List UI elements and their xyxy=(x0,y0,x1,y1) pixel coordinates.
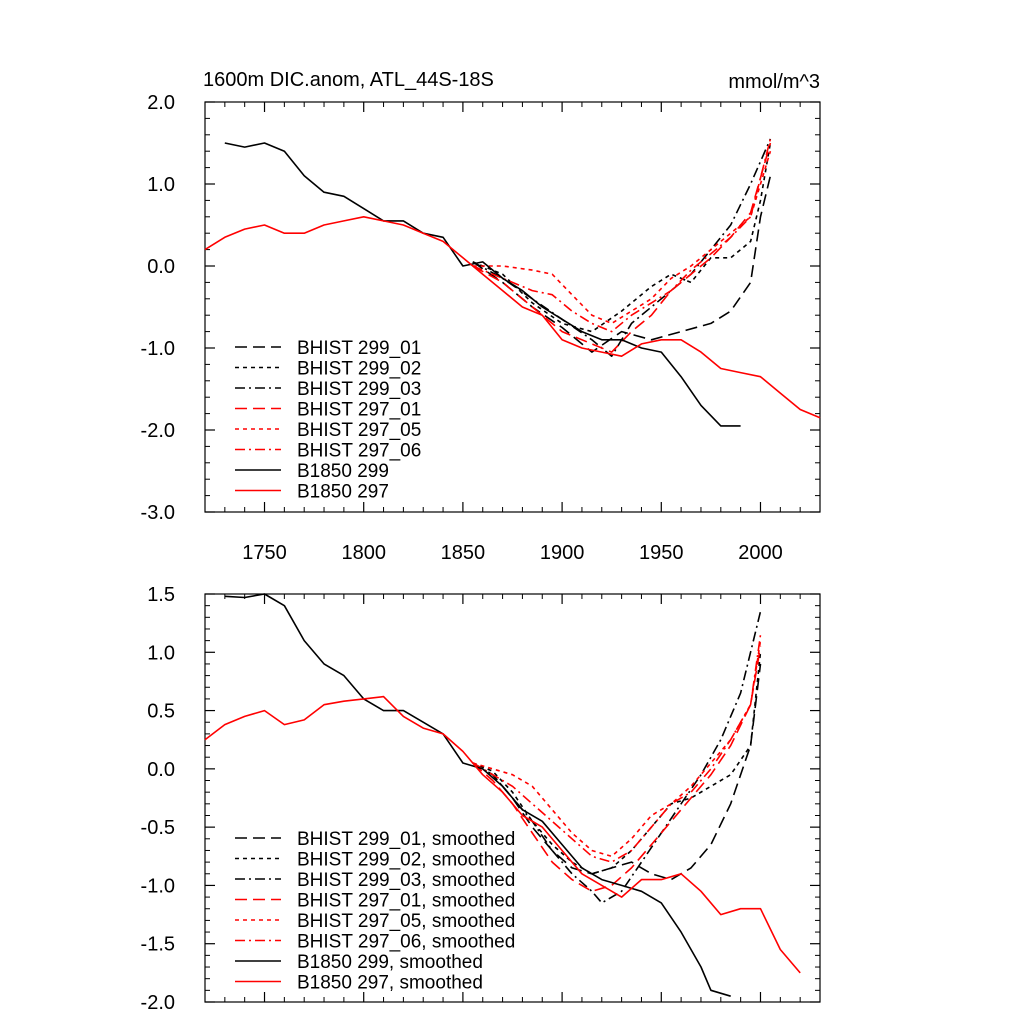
series-line xyxy=(204,695,801,974)
y-tick-label: 1.0 xyxy=(147,642,175,664)
legend-label: BHIST 299_01, smoothed xyxy=(297,829,515,850)
series-line xyxy=(472,663,762,881)
y-tick-label: -0.5 xyxy=(141,817,175,839)
y-tick-label: -1.0 xyxy=(141,338,175,360)
y-tick-label: 1.5 xyxy=(147,584,175,606)
y-tick-label: -2.0 xyxy=(141,420,175,442)
y-tick-label: 0.0 xyxy=(147,256,175,278)
legend-label: B1850 297, smoothed xyxy=(297,973,483,994)
chart-title: 1600m DIC.anom, ATL_44S-18S xyxy=(203,69,494,91)
x-tick-label: 1800 xyxy=(341,542,386,564)
legend-label: BHIST 299_03 xyxy=(297,379,421,400)
y-tick-label: -1.0 xyxy=(141,875,175,897)
series-line xyxy=(472,646,762,893)
series-line xyxy=(224,142,741,427)
plot-frame xyxy=(204,593,821,1003)
plot-frame xyxy=(204,101,821,513)
legend-label: B1850 299 xyxy=(297,461,389,482)
legend-label: BHIST 297_01 xyxy=(297,400,421,421)
legend-label: BHIST 297_06 xyxy=(297,441,421,462)
series-line xyxy=(472,640,762,858)
y-tick-label: -1.5 xyxy=(141,934,175,956)
x-tick-label: 1900 xyxy=(540,542,585,564)
y-tick-label: -2.0 xyxy=(141,992,175,1014)
series-line xyxy=(472,138,772,358)
series-line xyxy=(472,142,772,353)
legend-label: BHIST 299_02 xyxy=(297,359,421,380)
y-tick-label: 0.5 xyxy=(147,701,175,723)
chart-units: mmol/m^3 xyxy=(728,71,820,93)
series-line xyxy=(472,175,772,353)
series-line xyxy=(472,138,772,333)
bottom-panel: 1.5 1.0 0.5 0.0 -0.5 -1.0 -1.5 -2.0 BHIST 299_01… xyxy=(141,584,821,1014)
series-line xyxy=(224,593,731,997)
series-line xyxy=(204,216,821,419)
legend-label: B1850 299, smoothed xyxy=(297,952,483,973)
legend-label: BHIST 297_01, smoothed xyxy=(297,891,515,912)
legend-label: BHIST 297_05, smoothed xyxy=(297,911,515,932)
y-tick-label: 1.0 xyxy=(147,174,175,196)
y-tick-label: 0.0 xyxy=(147,759,175,781)
top-panel: 1750 1800 1850 1900 1950 2000 2.0 1.0 0.0 -1.0 -2.… xyxy=(141,92,821,564)
y-tick-label: -3.0 xyxy=(141,502,175,524)
series-line xyxy=(472,142,772,333)
x-tick-label: 1850 xyxy=(441,542,486,564)
x-tick-label: 1950 xyxy=(639,542,684,564)
y-tick-label: 2.0 xyxy=(147,92,175,114)
x-tick-label: 2000 xyxy=(738,542,783,564)
series-line xyxy=(472,150,772,325)
legend-label: B1850 297 xyxy=(297,482,389,503)
series-line xyxy=(472,611,762,904)
x-tick-label: 1750 xyxy=(242,542,287,564)
legend-label: BHIST 299_02, smoothed xyxy=(297,850,515,871)
legend-label: BHIST 299_03, smoothed xyxy=(297,870,515,891)
legend-label: BHIST 297_06, smoothed xyxy=(297,932,515,953)
legend-label: BHIST 297_05 xyxy=(297,420,421,441)
series-line xyxy=(472,652,762,875)
series-line xyxy=(472,634,762,863)
legend-label: BHIST 299_01 xyxy=(297,338,421,359)
